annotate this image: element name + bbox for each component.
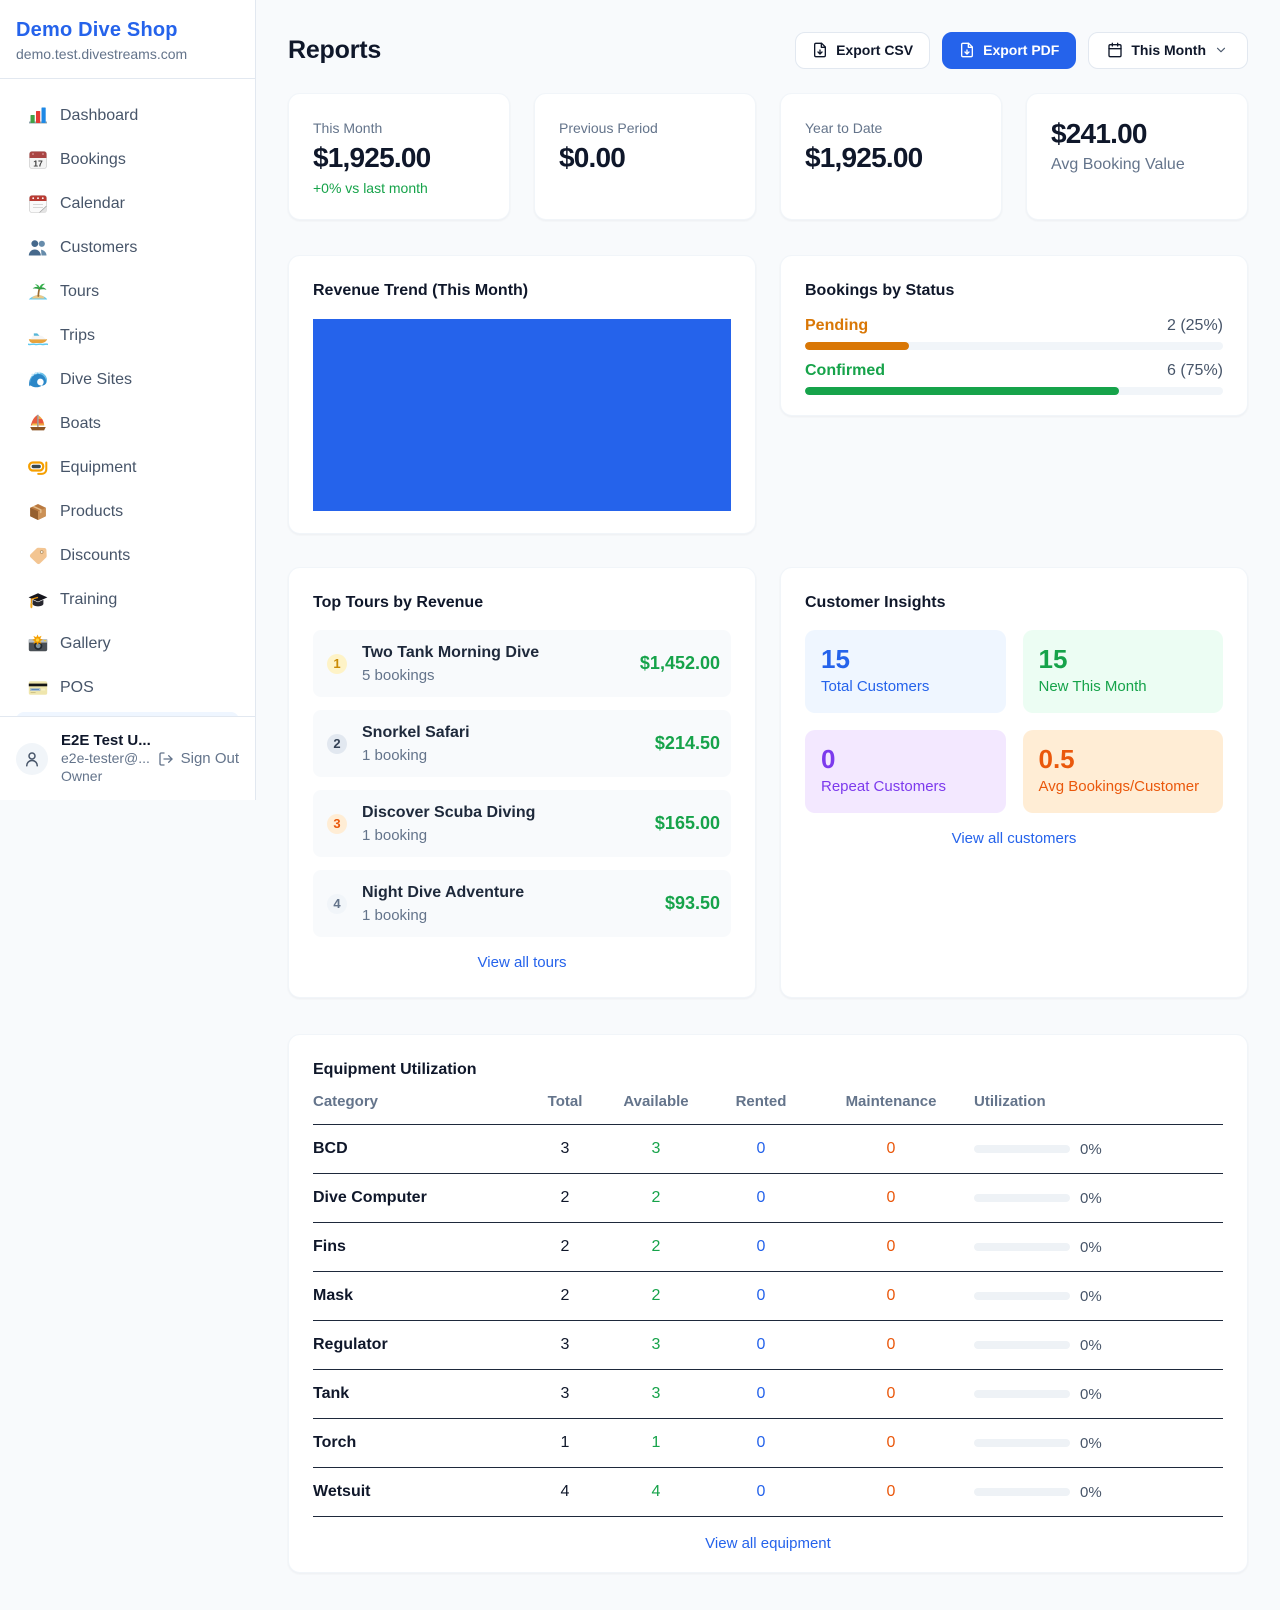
svg-text:17: 17 [33,159,43,169]
